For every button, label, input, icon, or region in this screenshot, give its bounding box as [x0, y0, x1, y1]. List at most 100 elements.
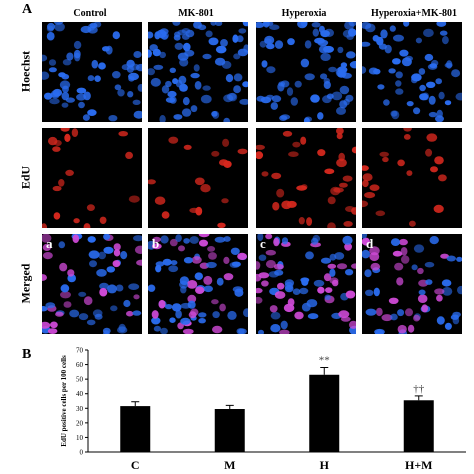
cell-nucleus — [345, 269, 354, 276]
cell-nucleus — [296, 185, 307, 191]
cell-nucleus — [175, 234, 182, 242]
cell-nucleus — [336, 128, 344, 135]
cell-nucleus — [426, 133, 438, 142]
cell-nucleus — [184, 49, 195, 57]
cell-nucleus — [300, 58, 310, 68]
cell-nucleus — [436, 294, 443, 302]
cell-nucleus — [178, 75, 187, 85]
cell-nucleus — [440, 253, 449, 259]
cell-nucleus — [152, 236, 161, 243]
cell-nucleus — [189, 236, 199, 244]
y-axis-label: EdU positive cells per 100 cells — [60, 355, 68, 447]
cell-nucleus — [223, 273, 234, 281]
cell-nucleus — [300, 22, 308, 28]
cell-nucleus — [327, 263, 337, 269]
cell-nucleus — [382, 156, 389, 163]
cell-nucleus — [365, 308, 377, 316]
cell-nucleus — [113, 249, 121, 257]
cell-nucleus — [107, 284, 117, 294]
cell-nucleus — [168, 265, 179, 273]
cell-nucleus — [294, 311, 304, 320]
cell-nucleus — [345, 290, 356, 299]
cell-nucleus — [348, 28, 356, 37]
cell-nucleus — [179, 280, 189, 289]
cell-nucleus — [444, 100, 452, 106]
cell-nucleus — [320, 257, 332, 264]
cell-nucleus — [187, 294, 197, 303]
cell-nucleus — [48, 67, 57, 73]
cell-nucleus — [43, 252, 53, 260]
cell-nucleus — [181, 108, 192, 117]
cell-nucleus — [229, 261, 240, 268]
cell-nucleus — [279, 115, 288, 121]
cell-nucleus — [415, 37, 422, 44]
cell-nucleus — [364, 269, 372, 278]
merged-image-control: a — [42, 234, 142, 334]
cell-nucleus — [237, 148, 248, 155]
y-tick-label: 30 — [76, 405, 84, 413]
cell-nucleus — [418, 289, 426, 296]
hoechst-image-hyperoxia-mk801 — [362, 22, 462, 122]
cell-nucleus — [256, 151, 264, 160]
cell-nucleus — [362, 249, 370, 259]
cell-nucleus — [417, 294, 428, 303]
cell-nucleus — [202, 53, 212, 60]
cell-nucleus — [342, 235, 353, 245]
cell-nucleus — [413, 314, 421, 322]
cell-nucleus — [369, 184, 380, 191]
cell-nucleus — [223, 117, 230, 122]
cell-nucleus — [323, 77, 330, 84]
cell-nucleus — [202, 85, 211, 91]
cell-nucleus — [391, 110, 400, 120]
column-label-mk801: MK-801 — [178, 8, 214, 19]
cell-nucleus — [42, 54, 48, 62]
cell-nucleus — [161, 85, 170, 94]
cell-nucleus — [179, 83, 188, 92]
cell-nucleus — [362, 234, 368, 239]
cell-nucleus — [76, 93, 87, 101]
cell-nucleus — [349, 320, 356, 329]
cell-nucleus — [287, 38, 295, 46]
cell-nucleus — [336, 158, 347, 168]
cell-nucleus — [158, 299, 166, 309]
cell-nucleus — [72, 234, 80, 243]
cell-nucleus — [205, 30, 213, 38]
cell-nucleus — [86, 319, 96, 326]
cell-nucleus — [42, 321, 51, 329]
cell-nucleus — [346, 51, 356, 59]
cell-nucleus — [238, 28, 247, 34]
cell-nucleus — [216, 277, 224, 286]
row-label-edu: EdU — [18, 165, 33, 190]
cell-nucleus — [310, 94, 320, 103]
cell-nucleus — [401, 255, 410, 264]
cell-nucleus — [362, 41, 371, 47]
merged-image-hyperoxia-mk801: d — [362, 234, 462, 334]
cell-nucleus — [256, 95, 265, 102]
cell-nucleus — [89, 22, 98, 29]
cell-nucleus — [318, 45, 329, 54]
cell-nucleus — [392, 250, 403, 257]
cell-nucleus — [395, 80, 402, 87]
cell-nucleus — [53, 212, 61, 220]
cell-nucleus — [290, 97, 298, 106]
cell-nucleus — [45, 302, 56, 309]
cell-nucleus — [436, 109, 443, 118]
cell-nucleus — [413, 107, 421, 115]
cell-nucleus — [317, 149, 326, 157]
cell-nucleus — [338, 310, 350, 319]
cell-nucleus — [424, 261, 435, 268]
merged-sublabel-a: a — [46, 236, 53, 251]
cell-nucleus — [349, 61, 356, 69]
cell-nucleus — [112, 71, 121, 79]
cell-nucleus — [265, 234, 273, 240]
hoechst-image-hyperoxia — [256, 22, 356, 122]
cell-nucleus — [83, 223, 91, 228]
cell-nucleus — [185, 29, 195, 38]
cell-nucleus — [351, 263, 356, 269]
cell-nucleus — [53, 22, 64, 25]
cell-nucleus — [208, 37, 219, 46]
cell-nucleus — [187, 300, 196, 309]
cell-nucleus — [345, 94, 354, 102]
cell-nucleus — [436, 316, 445, 325]
cell-nucleus — [211, 150, 220, 157]
